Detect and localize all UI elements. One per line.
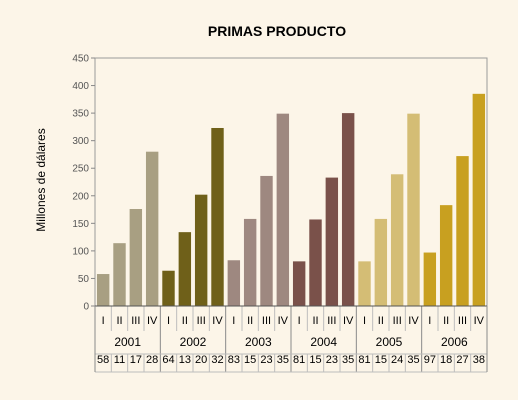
bar [194, 194, 208, 306]
bar [260, 175, 273, 306]
quarter-label: II [116, 315, 122, 327]
bar [292, 261, 306, 306]
y-tick-label: 200 [72, 191, 89, 202]
quarter-label: IV [278, 315, 289, 327]
bar [211, 127, 224, 306]
value-label: 27 [456, 354, 468, 366]
quarter-label: I [167, 315, 170, 327]
bar [243, 218, 257, 306]
quarter-label: III [327, 315, 336, 327]
quarter-label: III [131, 315, 140, 327]
value-label: 23 [326, 354, 338, 366]
year-label: 2003 [245, 335, 272, 349]
quarter-label: IV [343, 315, 354, 327]
quarter-label: III [393, 315, 402, 327]
plot-area: 0 50 100 150 200 250 300 350 400 450 [72, 54, 488, 313]
year-label: 2002 [180, 335, 207, 349]
value-label: 20 [195, 354, 207, 366]
value-label: 11 [114, 354, 125, 366]
bar [358, 261, 371, 306]
quarter-label: III [197, 315, 206, 327]
quarter-label: II [247, 315, 253, 327]
y-tick-label: 0 [83, 302, 89, 313]
value-label: 35 [277, 354, 289, 366]
bar [227, 260, 241, 306]
bar [178, 232, 192, 306]
quarter-label: IV [147, 315, 158, 327]
quarter-label: IV [212, 315, 223, 327]
y-tick-label: 100 [72, 246, 89, 257]
bar [145, 151, 159, 306]
bar [390, 174, 404, 306]
quarter-label: IV [474, 315, 485, 327]
value-label: 81 [358, 354, 370, 366]
value-label: 83 [228, 354, 240, 366]
bar [162, 270, 175, 306]
year-label: 2004 [310, 335, 337, 349]
year-label: 2005 [376, 335, 403, 349]
bar [341, 113, 355, 306]
value-label: 24 [391, 354, 403, 366]
y-tick-label: 350 [72, 109, 89, 120]
y-tick-label: 150 [72, 219, 89, 230]
quarter-label: III [262, 315, 271, 327]
value-label: 38 [473, 354, 485, 366]
bar [96, 274, 110, 306]
quarter-label: I [363, 315, 366, 327]
value-label: 35 [407, 354, 419, 366]
y-tick-label: 250 [72, 164, 89, 175]
bar [472, 93, 486, 306]
year-label: 2006 [441, 335, 468, 349]
value-label: 28 [146, 354, 158, 366]
quarter-label: II [378, 315, 384, 327]
bar [439, 205, 453, 306]
y-tick-label: 300 [72, 136, 89, 147]
year-label: 2001 [114, 335, 141, 349]
bar [276, 113, 290, 306]
y-tick-label: 450 [72, 54, 89, 65]
quarter-label: I [232, 315, 235, 327]
bar [309, 219, 322, 306]
value-label: 15 [244, 354, 256, 366]
quarter-label: III [458, 315, 467, 327]
value-label: 35 [342, 354, 354, 366]
value-label: 18 [440, 354, 452, 366]
value-label: 15 [375, 354, 387, 366]
bar [407, 113, 420, 306]
value-label: 23 [260, 354, 272, 366]
quarter-label: I [298, 315, 301, 327]
bar [374, 218, 388, 306]
value-label: 15 [309, 354, 321, 366]
value-label: 97 [424, 354, 436, 366]
quarter-label: I [102, 315, 105, 327]
quarter-label: II [182, 315, 188, 327]
value-label: 58 [97, 354, 109, 366]
quarter-label: II [443, 315, 449, 327]
y-tick-label: 50 [78, 274, 90, 285]
bar [113, 243, 126, 306]
value-label: 13 [179, 354, 191, 366]
bar [129, 209, 143, 306]
value-label: 17 [130, 354, 142, 366]
quarter-label: IV [408, 315, 419, 327]
data-table: I58II11III17IV282001I64II13III20IV322002… [94, 305, 488, 373]
bar [456, 156, 469, 306]
quarter-label: I [428, 315, 431, 327]
y-axis-label: Millones de dálares [34, 128, 48, 231]
value-label: 81 [293, 354, 305, 366]
bar [423, 252, 437, 306]
quarter-label: II [312, 315, 318, 327]
chart-title: PRIMAS PRODUCTO [208, 23, 346, 39]
y-tick-label: 400 [72, 81, 89, 92]
value-label: 32 [211, 354, 223, 366]
value-label: 64 [162, 354, 174, 366]
bar [325, 177, 339, 306]
